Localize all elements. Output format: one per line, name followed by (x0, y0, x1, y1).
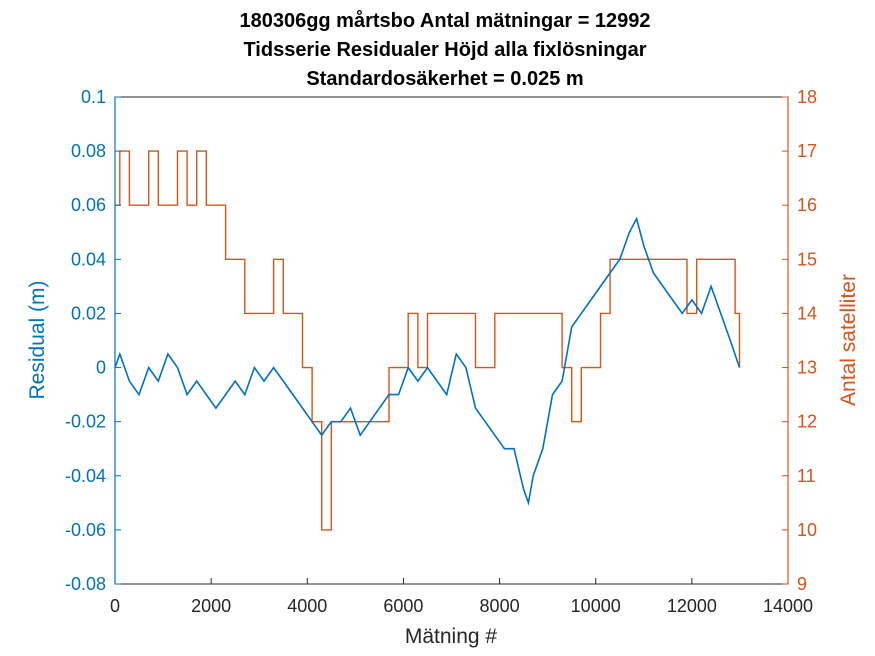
y-right-tick-label: 15 (797, 249, 817, 269)
y-left-tick-label: -0.08 (65, 574, 106, 594)
y-left-tick-label: 0.1 (81, 87, 106, 107)
satellite-count-series-line (115, 150, 741, 531)
y-right-tick-label: 10 (797, 520, 817, 540)
x-tick-label: 2000 (191, 596, 231, 616)
y-right-tick-label: 14 (797, 303, 817, 323)
y-right-tick-label: 18 (797, 87, 817, 107)
y-left-tick-label: 0.04 (71, 249, 106, 269)
y-left-tick-label: -0.02 (65, 412, 106, 432)
y-left-tick-label: 0.02 (71, 303, 106, 323)
y-left-tick-label: -0.04 (65, 466, 106, 486)
x-tick-label: 6000 (383, 596, 423, 616)
x-tick-label: 4000 (287, 596, 327, 616)
plot-area-frame (114, 96, 789, 585)
y-left-tick-label: 0.08 (71, 141, 106, 161)
y-right-tick-label: 9 (797, 574, 807, 594)
y-right-tick-label: 13 (797, 358, 817, 378)
x-tick-label: 10000 (571, 596, 621, 616)
chart-title-line-3: Standardosäkerhet = 0.025 m (306, 68, 583, 90)
x-tick-label: 0 (110, 596, 120, 616)
x-tick-label: 12000 (667, 596, 717, 616)
chart-title-line-2: Tidsserie Residualer Höjd alla fixlösnin… (243, 39, 646, 61)
x-axis: 0 2000 4000 6000 8000 10000 12000 14000 (110, 578, 813, 616)
y-right-tick-label: 12 (797, 412, 817, 432)
y-axis-right: 9 10 11 12 13 14 15 16 17 18 (782, 87, 817, 594)
y-right-tick-label: 11 (797, 466, 816, 486)
x-axis-label: Mätning # (405, 625, 498, 648)
y-right-tick-label: 16 (797, 195, 817, 215)
x-tick-label: 8000 (480, 596, 520, 616)
y-axis-left: -0.08 -0.06 -0.04 -0.02 0 0.02 0.04 0.06 0.08 0.1 (65, 87, 121, 594)
y-axis-right-label: Antal satelliter (837, 274, 860, 406)
y-right-tick-label: 17 (797, 141, 817, 161)
residual-series-line (114, 216, 741, 506)
y-left-tick-label: 0 (96, 358, 106, 378)
y-left-tick-label: -0.06 (65, 520, 106, 540)
chart-title: 180306gg mårtsbo Antal mätningar = 12992… (239, 9, 650, 90)
chart-title-line-1: 180306gg mårtsbo Antal mätningar = 12992 (239, 9, 650, 32)
y-axis-left-label: Residual (m) (26, 280, 49, 399)
x-tick-label: 14000 (763, 596, 813, 616)
series-layer (114, 150, 741, 531)
y-left-tick-label: 0.06 (71, 195, 106, 215)
